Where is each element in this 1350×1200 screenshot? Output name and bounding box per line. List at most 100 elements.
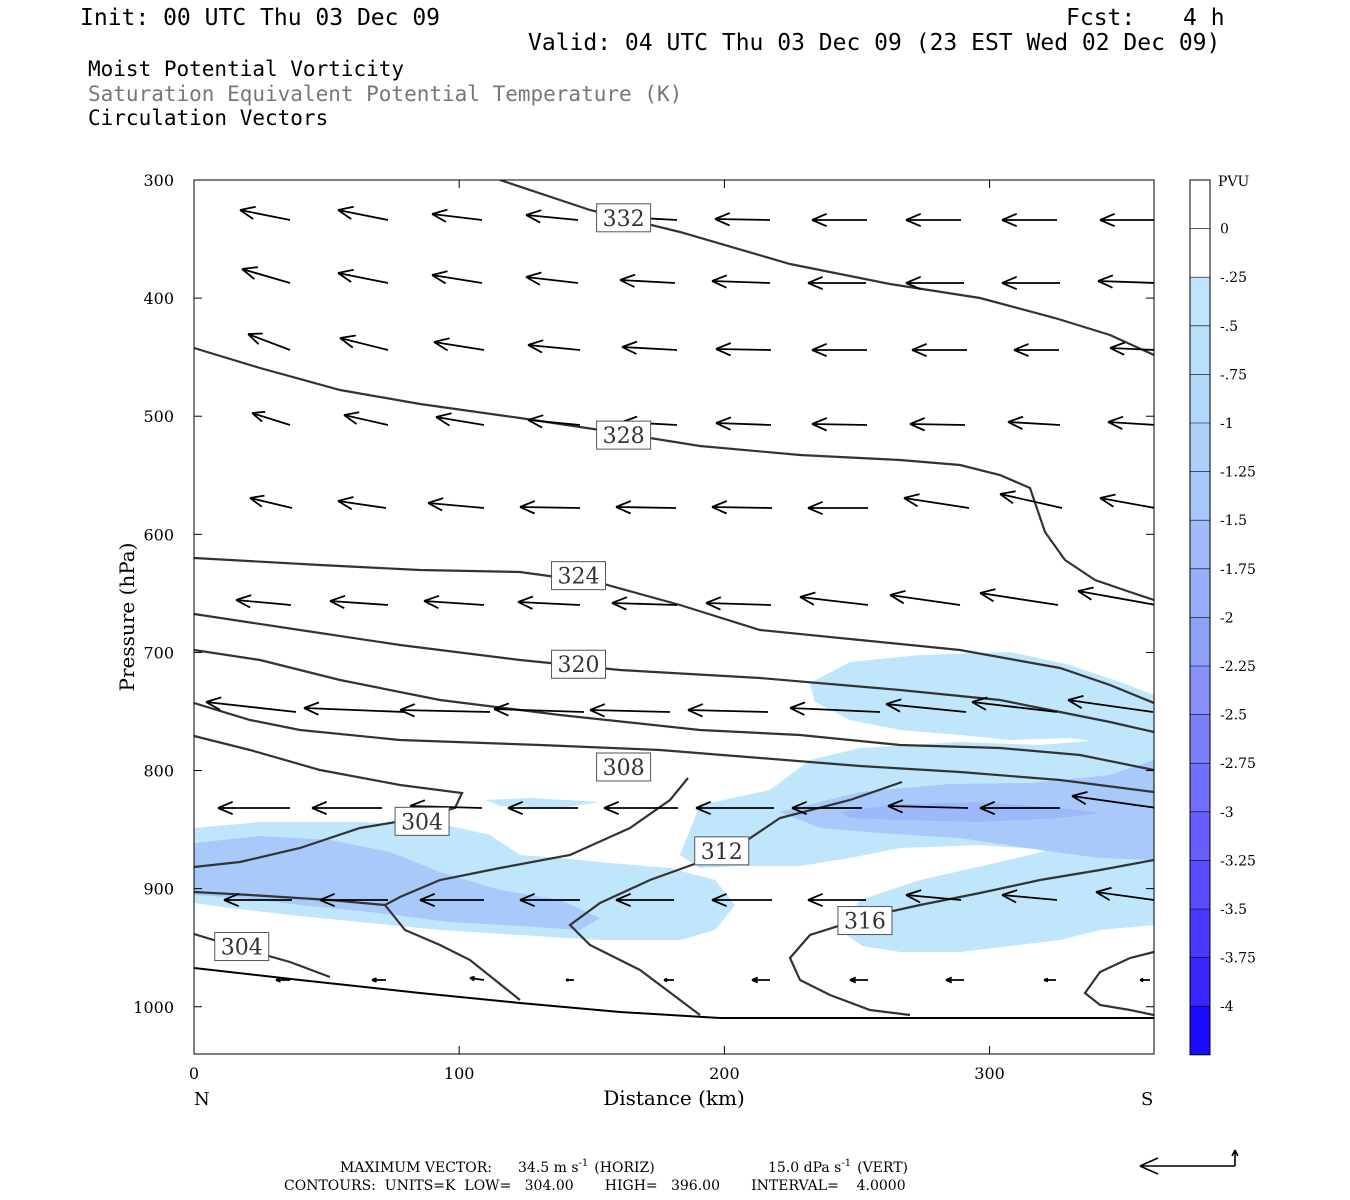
circulation-vector bbox=[1001, 889, 1058, 904]
colorbar-swatch bbox=[1190, 617, 1210, 666]
x-tick-label: 200 bbox=[709, 1064, 740, 1083]
x-tick-label: 0 bbox=[189, 1064, 199, 1083]
circulation-vector bbox=[1099, 212, 1154, 228]
circulation-vector bbox=[619, 273, 676, 288]
circulation-vector bbox=[519, 892, 580, 908]
circulation-vector bbox=[714, 212, 771, 227]
contour-308 bbox=[194, 777, 689, 907]
colorbar-label: -2.25 bbox=[1220, 659, 1256, 675]
circulation-vector bbox=[517, 595, 581, 610]
circulation-vector bbox=[217, 800, 290, 816]
y-tick-label: 900 bbox=[143, 880, 174, 899]
circulation-vector bbox=[811, 342, 867, 358]
circulation-vector bbox=[945, 976, 964, 984]
circulation-vector bbox=[319, 892, 388, 908]
contour-label: 324 bbox=[558, 565, 600, 590]
circulation-vector bbox=[337, 496, 387, 511]
contour-label-box bbox=[596, 203, 652, 233]
contour-312a bbox=[194, 701, 1154, 794]
contour-label-box bbox=[214, 932, 270, 962]
circulation-vector bbox=[519, 500, 581, 515]
contour-label-box bbox=[394, 806, 450, 836]
y-axis-title: Pressure (hPa) bbox=[115, 543, 139, 692]
circulation-vector bbox=[235, 594, 292, 609]
mpv-shade-upper-right bbox=[810, 652, 1154, 750]
circulation-vector bbox=[247, 332, 291, 351]
circulation-vector bbox=[971, 696, 1058, 713]
circulation-vector bbox=[249, 494, 293, 509]
circulation-vector bbox=[663, 977, 674, 983]
contour-label: 328 bbox=[603, 424, 645, 449]
circulation-vector bbox=[339, 334, 389, 351]
contour-304b bbox=[384, 904, 521, 1001]
field-title-vectors: Circulation Vectors bbox=[88, 106, 329, 130]
mpv-shade-left-core bbox=[194, 836, 600, 930]
x-tick-label: 100 bbox=[444, 1064, 475, 1083]
circulation-vector bbox=[329, 594, 389, 610]
circulation-vector bbox=[337, 205, 389, 221]
contour-label: 312 bbox=[701, 840, 743, 865]
forecast-hour: 4 h bbox=[1183, 5, 1225, 31]
circulation-vector bbox=[999, 490, 1063, 509]
circulation-vector bbox=[343, 411, 389, 426]
colorbar-label: -.5 bbox=[1220, 319, 1238, 335]
circulation-vector bbox=[687, 703, 769, 718]
circulation-vector bbox=[1001, 275, 1060, 291]
circulation-vector bbox=[431, 270, 483, 285]
circulation-vector bbox=[885, 698, 967, 713]
circulation-vector bbox=[311, 800, 382, 816]
circulation-vector bbox=[807, 500, 868, 516]
colorbar-swatch bbox=[1190, 277, 1210, 326]
contours-info: CONTOURS: UNITS=K LOW= 304.00 HIGH= 396.… bbox=[284, 1178, 906, 1194]
colorbar-label: -1.25 bbox=[1220, 465, 1256, 481]
colorbar-label: -4 bbox=[1220, 999, 1234, 1015]
circulation-vector bbox=[905, 212, 961, 228]
contour-label: 304 bbox=[401, 810, 443, 835]
axes: 300 400 500 600 700 800 900 1000 0 100 200 300 bbox=[133, 171, 1154, 1083]
reference-vector bbox=[1139, 1149, 1239, 1175]
colorbar: 0 -.25 -.5 -.75 -1 -1.25 -1.5 -1.75 -2 -2.25 -2.5 -… bbox=[1189, 179, 1256, 1056]
y-tick-label: 300 bbox=[143, 171, 174, 190]
colorbar-swatch bbox=[1190, 860, 1210, 909]
colorbar-swatch bbox=[1190, 909, 1210, 958]
circulation-vector bbox=[431, 208, 483, 223]
colorbar-label: -.25 bbox=[1220, 270, 1247, 286]
circulation-vector bbox=[1109, 341, 1154, 356]
contour-label-box bbox=[694, 836, 750, 866]
circulation-vector bbox=[1099, 493, 1154, 509]
circulation-vector bbox=[589, 703, 671, 718]
max-vector-label: MAXIMUM VECTOR: bbox=[340, 1160, 492, 1176]
circulation-vector bbox=[399, 703, 491, 718]
circulation-vector bbox=[1007, 415, 1061, 430]
circulation-vector bbox=[303, 701, 405, 716]
init-time: Init: 00 UTC Thu 03 Dec 09 bbox=[80, 5, 441, 31]
circulation-vector bbox=[705, 596, 772, 611]
contour-label-box bbox=[551, 649, 607, 679]
circulation-vector bbox=[469, 975, 485, 982]
circulation-vector bbox=[1071, 791, 1154, 809]
circulation-vector bbox=[807, 275, 866, 291]
circulation-vector bbox=[1001, 212, 1057, 228]
circulation-vector bbox=[223, 892, 292, 908]
circulation-vector bbox=[205, 696, 297, 713]
circulation-vector bbox=[525, 271, 579, 286]
circulation-vector bbox=[1095, 886, 1154, 901]
y-tick-label: 1000 bbox=[133, 998, 174, 1017]
circulation-vector bbox=[711, 892, 772, 908]
valid-time: Valid: 04 UTC Thu 03 Dec 09 (23 EST Wed … bbox=[528, 30, 1221, 56]
colorbar-title: PVU bbox=[1218, 174, 1250, 190]
circulation-vector bbox=[903, 493, 970, 509]
colorbar-swatch bbox=[1190, 957, 1210, 1007]
circulation-vector bbox=[615, 500, 677, 515]
circulation-vector bbox=[911, 342, 967, 358]
y-tick-label: 500 bbox=[143, 407, 174, 426]
colorbar-swatch bbox=[1190, 374, 1210, 423]
circulation-vector bbox=[905, 275, 964, 291]
terrain-line bbox=[194, 967, 1154, 1019]
colorbar-swatch bbox=[1190, 228, 1210, 278]
north-label: N bbox=[194, 1089, 210, 1110]
contour-label: 332 bbox=[603, 207, 645, 232]
y-tick-label: 800 bbox=[143, 762, 174, 781]
circulation-vector bbox=[979, 800, 1060, 816]
